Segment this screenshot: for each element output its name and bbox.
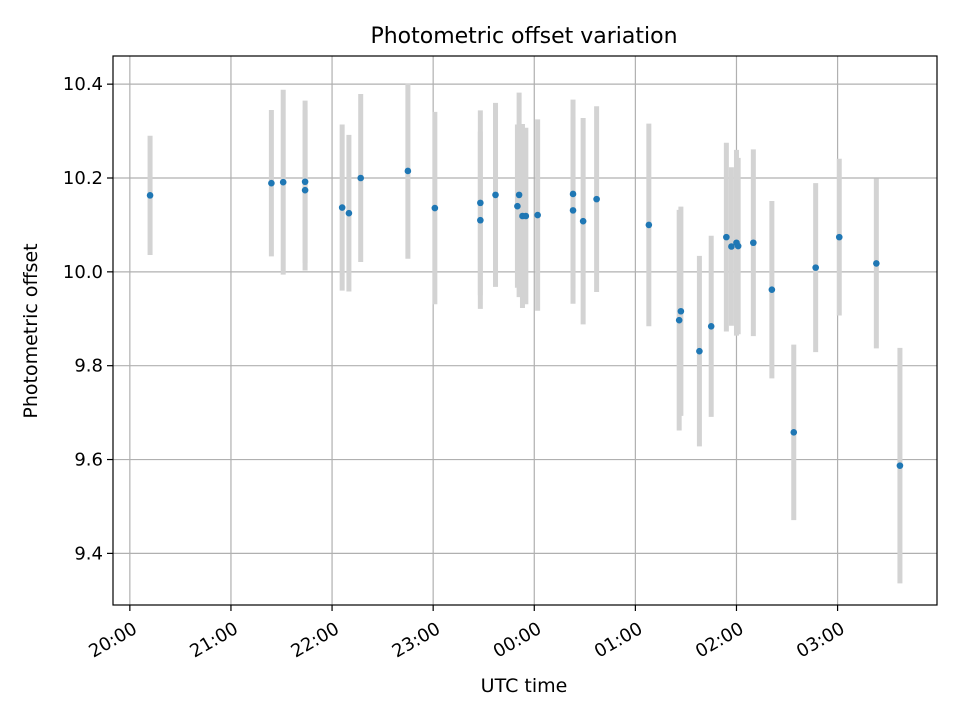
- data-point: [707, 322, 715, 330]
- data-point: [515, 191, 523, 199]
- data-point: [728, 243, 735, 250]
- data-point: [696, 347, 703, 355]
- y-tick-label: 9.4: [74, 543, 103, 564]
- y-tick-label: 10.4: [63, 74, 103, 95]
- data-point: [569, 190, 577, 198]
- data-point: [431, 204, 439, 212]
- data-point: [477, 216, 484, 224]
- data-point: [357, 174, 365, 182]
- x-axis-label: UTC time: [481, 675, 568, 697]
- x-tick-label: 20:00: [85, 618, 140, 662]
- data-point: [896, 462, 904, 469]
- error-bars: [147, 83, 903, 584]
- data-point: [477, 199, 484, 207]
- data-point: [593, 195, 600, 203]
- data-point: [768, 286, 776, 293]
- x-tick-label: 00:00: [490, 618, 545, 662]
- data-point: [790, 429, 798, 436]
- y-axis-label: Photometric offset: [20, 243, 42, 418]
- axis-ticks: 20:00 21:00 22:00 23:00 00:00 01:00 02:00 03:00…: [63, 74, 849, 662]
- data-point: [404, 167, 412, 175]
- data-point: [301, 178, 309, 186]
- x-tick-label: 23:00: [389, 618, 444, 662]
- y-tick-label: 9.6: [74, 450, 103, 471]
- x-tick-label: 01:00: [591, 618, 646, 662]
- data-point: [750, 239, 757, 247]
- data-point: [514, 202, 521, 210]
- data-point: [677, 307, 685, 315]
- data-point: [675, 316, 683, 324]
- data-point: [645, 221, 653, 229]
- data-point: [835, 233, 843, 241]
- chart-title: Photometric offset variation: [370, 24, 677, 49]
- data-point: [338, 204, 346, 211]
- y-tick-label: 10.0: [63, 262, 103, 283]
- data-point: [345, 209, 353, 217]
- data-point: [569, 207, 577, 214]
- y-tick-label: 10.2: [63, 168, 103, 189]
- data-point: [812, 264, 819, 271]
- data-point: [146, 192, 154, 199]
- data-point: [279, 178, 287, 186]
- y-tick-label: 9.8: [74, 356, 103, 377]
- x-tick-label: 02:00: [692, 618, 747, 662]
- x-tick-label: 22:00: [288, 618, 343, 662]
- data-points: [146, 167, 904, 469]
- data-point: [268, 179, 275, 187]
- data-point: [492, 191, 499, 199]
- x-tick-label: 03:00: [793, 618, 848, 662]
- data-point: [873, 260, 880, 267]
- data-point: [723, 233, 730, 241]
- data-point: [301, 186, 309, 194]
- plot-area-frame: [112, 55, 938, 606]
- x-tick-label: 21:00: [186, 618, 241, 662]
- data-point: [734, 242, 742, 250]
- data-point: [522, 212, 530, 220]
- data-point: [534, 211, 541, 219]
- data-point: [579, 217, 587, 225]
